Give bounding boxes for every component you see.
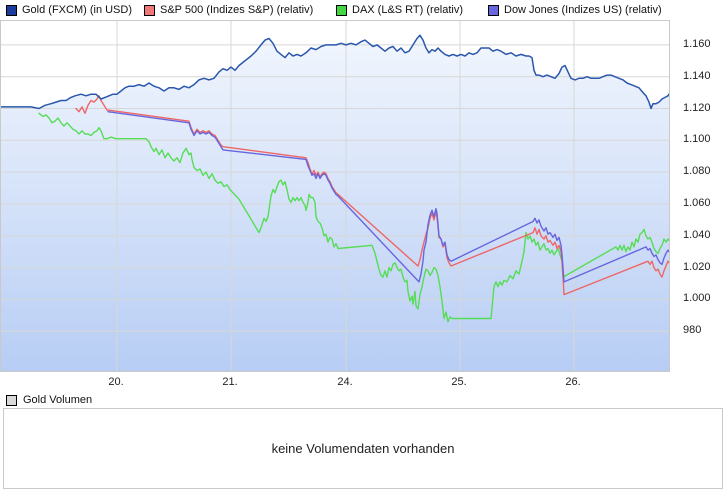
dowjones-line <box>107 110 669 283</box>
y-tick-1.120: 1.120 <box>683 101 711 114</box>
y-tick-1.160: 1.160 <box>683 37 711 50</box>
legend-item-dowjones[interactable]: Dow Jones (Indizes US) (relativ) <box>488 3 662 17</box>
dowjones-legend-label: Dow Jones (Indizes US) (relativ) <box>504 4 662 16</box>
legend-item-dax[interactable]: DAX (L&S RT) (relativ) <box>336 3 463 17</box>
y-tick-1.080: 1.080 <box>683 165 711 178</box>
y-tick-980: 980 <box>683 324 702 337</box>
dowjones-legend-swatch <box>488 4 499 16</box>
no-volume-data-message: keine Volumendaten vorhanden <box>271 441 455 456</box>
x-tick-26.: 26. <box>565 376 581 388</box>
volume-legend-swatch <box>6 394 17 406</box>
y-tick-1.060: 1.060 <box>683 196 711 209</box>
legend-item-gold[interactable]: Gold (FXCM) (in USD) <box>6 3 132 17</box>
gold-legend-swatch <box>6 4 17 16</box>
price-chart-plot-area[interactable] <box>0 20 670 372</box>
gold-line <box>1 34 669 110</box>
volume-legend: Gold Volumen <box>6 393 92 407</box>
y-tick-1.020: 1.020 <box>683 260 711 273</box>
gold-legend-label: Gold (FXCM) (in USD) <box>22 4 133 16</box>
x-tick-21.: 21. <box>222 376 238 388</box>
y-tick-1.040: 1.040 <box>683 228 711 241</box>
price-chart-canvas[interactable] <box>1 21 669 371</box>
gold-area-fill <box>1 35 669 371</box>
x-tick-25.: 25. <box>451 376 467 388</box>
volume-legend-label: Gold Volumen <box>23 394 93 406</box>
dax-legend-swatch <box>336 4 347 16</box>
y-tick-1.100: 1.100 <box>683 133 711 146</box>
x-tick-20.: 20. <box>108 376 124 388</box>
y-tick-1.000: 1.000 <box>683 292 711 305</box>
sp500-legend-label: S&P 500 (Indizes S&P) (relativ) <box>160 4 314 16</box>
legend-item-sp500[interactable]: S&P 500 (Indizes S&P) (relativ) <box>144 3 313 17</box>
y-tick-1.140: 1.140 <box>683 69 711 82</box>
volume-panel: keine Volumendaten vorhanden <box>3 408 723 489</box>
sp500-legend-swatch <box>144 4 155 16</box>
dax-legend-label: DAX (L&S RT) (relativ) <box>352 4 464 16</box>
x-tick-24.: 24. <box>337 376 353 388</box>
dax-line <box>38 112 669 323</box>
